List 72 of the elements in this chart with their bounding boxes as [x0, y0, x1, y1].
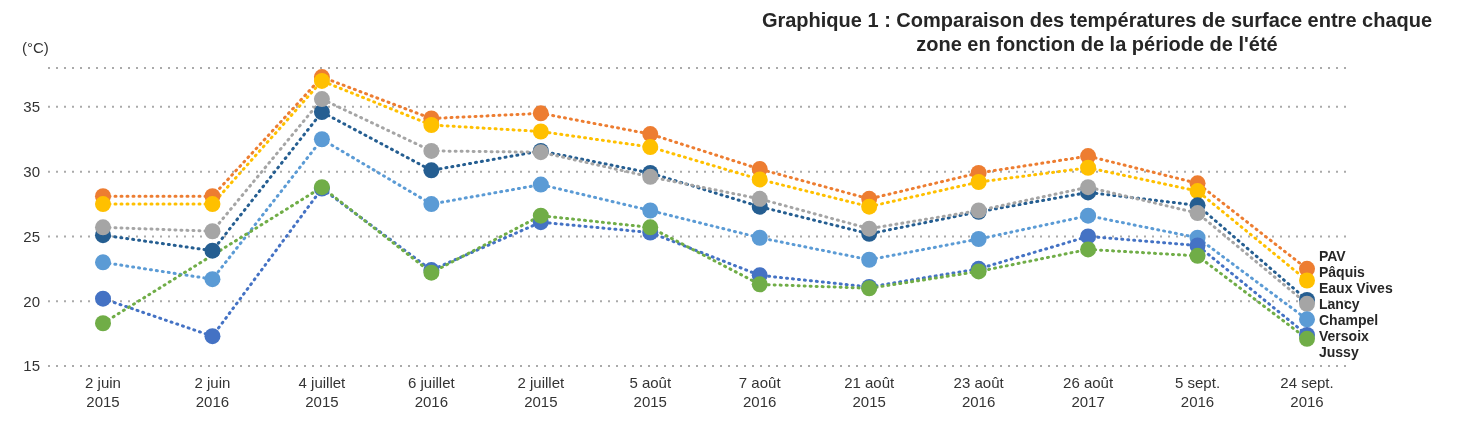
point [1189, 247, 1206, 264]
y-tick-label: 15 [23, 357, 40, 375]
point [1299, 272, 1315, 289]
x-tick-label: 5 sept. 2016 [1175, 374, 1221, 410]
point [1080, 207, 1097, 224]
x-tick-label: 2 juin 2016 [194, 374, 231, 410]
point [751, 276, 768, 293]
x-tick-label: 23 août 2016 [953, 374, 1005, 410]
point [313, 131, 330, 148]
point [423, 117, 440, 134]
point [204, 271, 221, 288]
point [642, 219, 659, 236]
x-tick-label: 26 août 2017 [1063, 374, 1114, 410]
x-tick-label: 2 juillet 2015 [517, 374, 565, 410]
chart-title: Graphique 1 : Comparaison des températures de surface entre chaque zone en fonction de la période de l'été [760, 8, 1434, 56]
point [1189, 183, 1206, 200]
point [95, 196, 111, 213]
point [95, 290, 111, 307]
point [861, 220, 878, 237]
point [423, 196, 440, 213]
series-label: Lancy [1319, 295, 1360, 312]
point [204, 223, 221, 240]
point [423, 142, 440, 159]
point [751, 229, 768, 246]
point [970, 174, 987, 191]
series-label: Eaux Vives [1319, 279, 1393, 296]
series-label: Versoix [1319, 327, 1370, 344]
series-label: Pâquis [1319, 263, 1366, 280]
point [642, 139, 659, 156]
point [95, 315, 111, 332]
x-tick-label: 2 juin 2015 [85, 374, 121, 410]
y-tick-label: 25 [23, 227, 40, 245]
y-axis-title: (°C) [21, 39, 49, 56]
point [532, 207, 549, 224]
x-tick-label: 4 juillet 2015 [298, 374, 347, 410]
point [204, 196, 221, 213]
point [642, 168, 659, 185]
series-label: Jussy [1319, 343, 1359, 360]
x-tick-label: 24 sept. 2016 [1280, 374, 1334, 410]
point [313, 104, 330, 121]
point [861, 198, 878, 215]
point [1080, 241, 1097, 258]
point [532, 123, 549, 140]
point [95, 254, 111, 271]
point [423, 162, 440, 179]
point [313, 91, 330, 108]
point [204, 242, 221, 259]
point [1189, 205, 1206, 222]
point [1299, 330, 1315, 347]
point [95, 219, 111, 236]
point [532, 105, 549, 122]
point [751, 190, 768, 207]
point [861, 251, 878, 268]
x-tick-label: 5 août 2015 [629, 374, 672, 410]
point [532, 176, 549, 193]
point [1080, 179, 1097, 196]
point [642, 202, 659, 219]
x-tick-label: 7 août 2016 [738, 374, 782, 410]
point [970, 231, 987, 248]
point [751, 171, 768, 188]
x-tick-label: 6 juillet 2016 [408, 374, 456, 410]
y-tick-label: 35 [23, 98, 40, 116]
point [1080, 159, 1097, 176]
point [204, 328, 221, 345]
x-tick-label: 21 août 2015 [844, 374, 896, 410]
point [1080, 228, 1097, 245]
series-label: Champel [1319, 311, 1379, 328]
y-tick-label: 20 [23, 292, 40, 310]
point [1299, 311, 1315, 328]
point [1299, 295, 1315, 312]
y-tick-label: 30 [23, 162, 40, 180]
series-label: PAV [1319, 247, 1347, 264]
